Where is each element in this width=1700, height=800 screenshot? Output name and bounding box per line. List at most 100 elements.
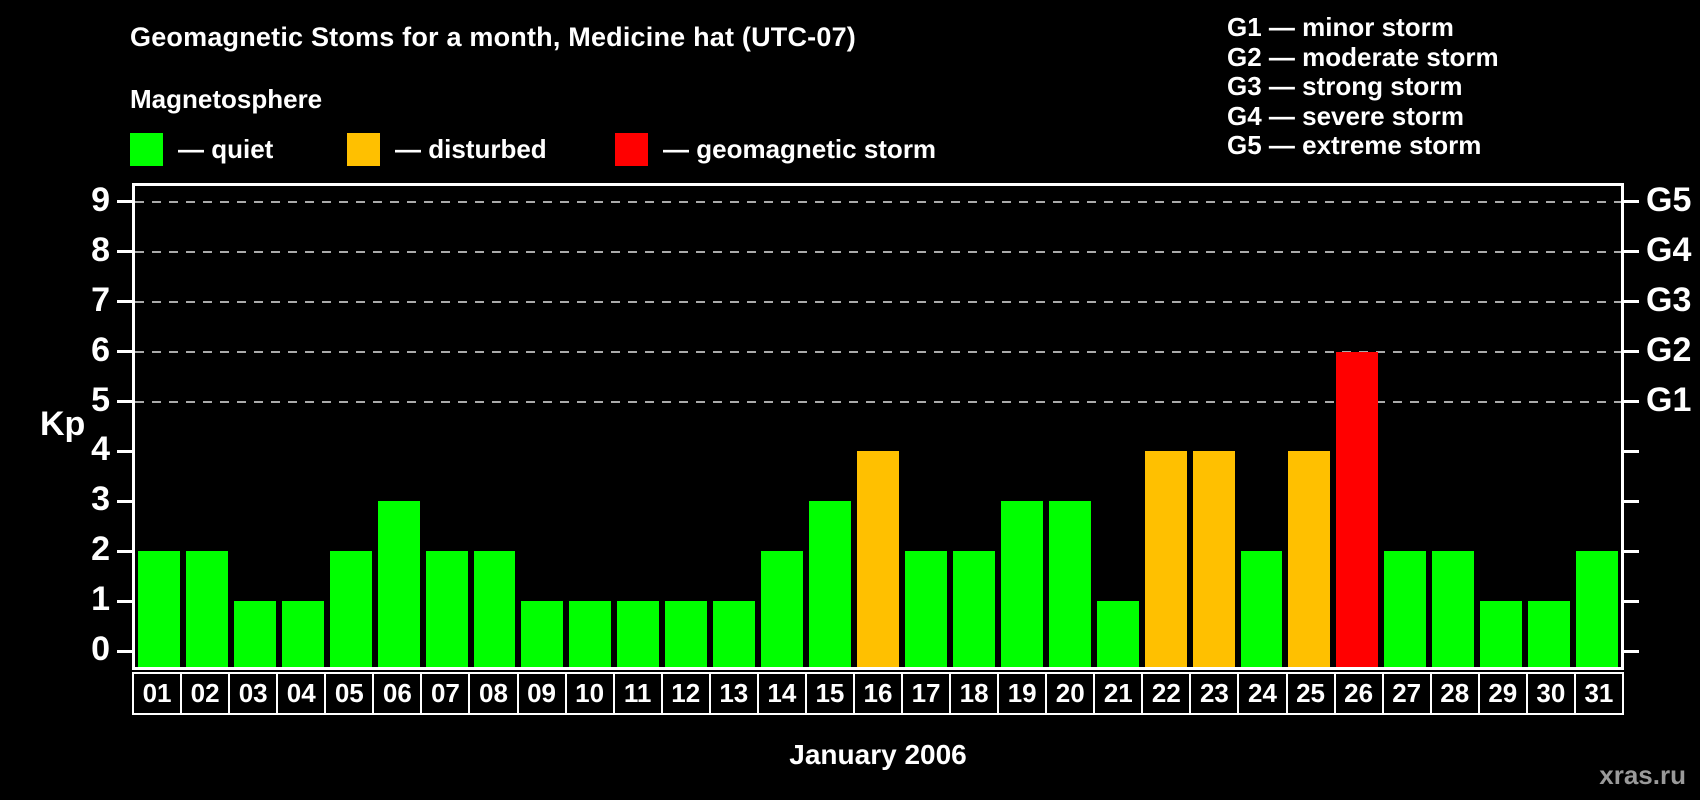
g-scale-legend-line-g4: G4 — severe storm bbox=[1227, 100, 1465, 131]
bar-day-17 bbox=[904, 551, 947, 667]
day-label-28: 28 bbox=[1431, 674, 1478, 713]
day-label-01: 01 bbox=[134, 674, 181, 713]
bar-day-25 bbox=[1288, 451, 1331, 667]
storm-color-swatch bbox=[615, 133, 648, 166]
g-scale-legend-line-g2: G2 — moderate storm bbox=[1227, 41, 1499, 72]
left-tick-kp7 bbox=[117, 300, 132, 304]
bar-day-14 bbox=[761, 551, 804, 667]
left-tick-kp8 bbox=[117, 250, 132, 254]
bar-day-11 bbox=[617, 601, 660, 667]
bar-day-30 bbox=[1528, 601, 1571, 667]
g-scale-legend-line-g1: G1 — minor storm bbox=[1227, 12, 1454, 42]
right-axis-label-g2: G2 bbox=[1646, 330, 1692, 369]
day-label-05: 05 bbox=[326, 674, 373, 713]
gridline-kp7 bbox=[135, 300, 1621, 303]
chart-title: Geomagnetic Stoms for a month, Medicine … bbox=[130, 22, 856, 52]
g-scale-legend-line-g5: G5 — extreme storm bbox=[1227, 130, 1482, 160]
right-tick-kp5 bbox=[1624, 400, 1639, 404]
y-tick-label: 1 bbox=[91, 580, 110, 619]
left-tick-kp3 bbox=[117, 499, 132, 503]
legend-item-disturbed: — disturbed bbox=[347, 133, 547, 166]
day-label-06: 06 bbox=[374, 674, 421, 713]
plot-area bbox=[132, 183, 1624, 670]
bar-day-16 bbox=[857, 451, 899, 667]
y-tick-label: 3 bbox=[91, 480, 110, 519]
right-tick-kp2 bbox=[1624, 549, 1639, 553]
bar-day-12 bbox=[665, 601, 708, 667]
y-tick-label: 7 bbox=[91, 280, 110, 319]
day-label-11: 11 bbox=[614, 674, 661, 713]
bar-day-28 bbox=[1432, 551, 1475, 667]
right-axis-label-g3: G3 bbox=[1646, 280, 1692, 319]
y-tick-label: 6 bbox=[91, 330, 110, 369]
day-label-08: 08 bbox=[470, 674, 517, 713]
day-label-25: 25 bbox=[1287, 674, 1334, 713]
disturbed-color-swatch bbox=[347, 133, 380, 166]
left-tick-kp4 bbox=[117, 449, 132, 453]
day-label-23: 23 bbox=[1191, 674, 1238, 713]
gridline-kp8 bbox=[135, 250, 1621, 253]
g-scale-legend: G1 — minor storm G2 — moderate storm G3 … bbox=[1227, 12, 1499, 161]
day-label-16: 16 bbox=[854, 674, 901, 713]
bar-day-19 bbox=[1000, 501, 1043, 667]
bar-day-18 bbox=[952, 551, 995, 667]
left-tick-kp0 bbox=[117, 649, 132, 653]
y-tick-label: 9 bbox=[91, 180, 110, 219]
bar-day-02 bbox=[185, 551, 228, 667]
left-tick-kp1 bbox=[117, 599, 132, 603]
legend-item-storm: — geomagnetic storm bbox=[615, 133, 936, 166]
gridline-kp5 bbox=[135, 400, 1621, 403]
legend-item-label: — geomagnetic storm bbox=[663, 134, 937, 164]
right-axis-label-g5: G5 bbox=[1646, 180, 1692, 219]
bar-day-23 bbox=[1192, 451, 1235, 667]
bar-day-04 bbox=[281, 601, 324, 667]
y-tick-label: 5 bbox=[91, 380, 110, 419]
right-tick-kp4 bbox=[1624, 449, 1639, 453]
y-tick-label: 8 bbox=[91, 230, 110, 269]
bar-day-13 bbox=[713, 601, 756, 667]
right-axis-label-g1: G1 bbox=[1646, 380, 1692, 419]
bar-day-27 bbox=[1384, 551, 1427, 667]
right-tick-kp0 bbox=[1624, 649, 1639, 653]
left-tick-kp6 bbox=[117, 350, 132, 354]
day-label-10: 10 bbox=[566, 674, 613, 713]
day-label-04: 04 bbox=[278, 674, 325, 713]
legend-item-label: — quiet bbox=[178, 134, 274, 164]
quiet-color-swatch bbox=[130, 133, 163, 166]
right-tick-kp1 bbox=[1624, 599, 1639, 603]
bar-day-20 bbox=[1048, 501, 1091, 667]
day-label-30: 30 bbox=[1527, 674, 1574, 713]
right-tick-kp7 bbox=[1624, 300, 1639, 304]
left-tick-kp5 bbox=[117, 400, 132, 404]
right-tick-kp3 bbox=[1624, 499, 1639, 503]
x-axis-day-labels: 01 02 03 04 05 06 07 08 09 10 11 12 13 14 15 16 17 18 19 20… bbox=[132, 672, 1624, 715]
bar-day-24 bbox=[1240, 551, 1283, 667]
day-label-12: 12 bbox=[662, 674, 709, 713]
left-tick-kp9 bbox=[117, 200, 132, 204]
day-label-07: 07 bbox=[422, 674, 469, 713]
bar-day-07 bbox=[425, 551, 468, 667]
bar-day-06 bbox=[377, 501, 420, 667]
day-label-13: 13 bbox=[710, 674, 757, 713]
y-tick-label: 2 bbox=[91, 530, 110, 569]
day-label-22: 22 bbox=[1143, 674, 1190, 713]
day-label-26: 26 bbox=[1335, 674, 1382, 713]
watermark: xras.ru bbox=[1599, 760, 1686, 790]
magnetosphere-legend: — quiet — disturbed — geomagnetic storm bbox=[130, 133, 1130, 169]
bar-day-09 bbox=[521, 601, 564, 667]
bar-day-05 bbox=[329, 551, 372, 667]
day-label-20: 20 bbox=[1047, 674, 1094, 713]
day-label-02: 02 bbox=[182, 674, 229, 713]
legend-item-label: — disturbed bbox=[395, 134, 547, 164]
right-tick-kp8 bbox=[1624, 250, 1639, 254]
day-label-09: 09 bbox=[518, 674, 565, 713]
gridline-kp9 bbox=[135, 200, 1621, 203]
legend-heading: Magnetosphere bbox=[130, 84, 323, 114]
day-label-19: 19 bbox=[999, 674, 1046, 713]
day-label-27: 27 bbox=[1383, 674, 1430, 713]
bar-day-29 bbox=[1480, 601, 1523, 667]
legend-item-quiet: — quiet bbox=[130, 133, 273, 166]
bar-day-08 bbox=[473, 551, 516, 667]
bar-day-22 bbox=[1144, 451, 1187, 667]
